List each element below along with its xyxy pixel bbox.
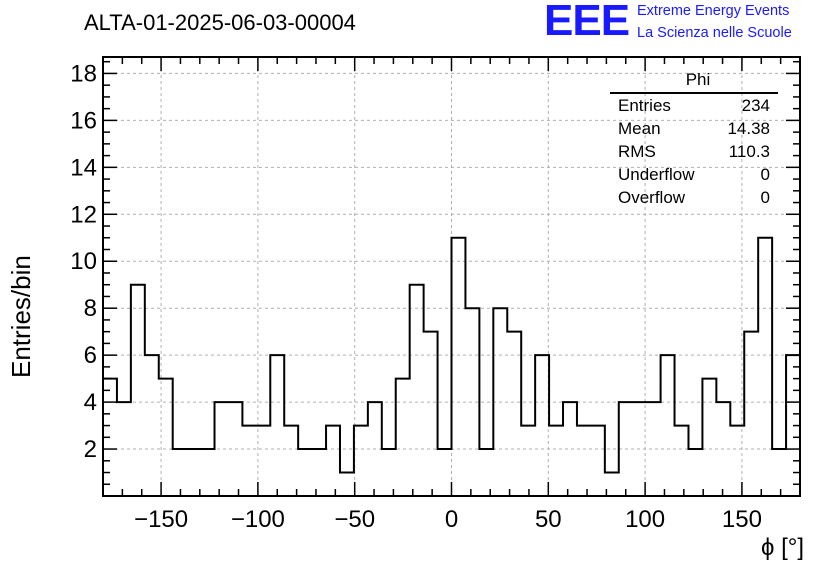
x-tick-label: 150 (722, 506, 762, 533)
stats-box: Phi Entries 234 Mean 14.38 RMS 110.3 Und… (610, 70, 778, 209)
y-tick-label: 8 (84, 295, 97, 322)
stats-value: 0 (760, 165, 770, 184)
stats-row: Entries 234 (610, 94, 778, 117)
y-tick-label: 14 (70, 154, 97, 181)
y-tick-label: 4 (84, 389, 97, 416)
y-tick-label: 2 (84, 436, 97, 463)
stats-label: Entries (618, 96, 671, 115)
stats-label: Mean (618, 119, 661, 138)
histogram-series (103, 236, 800, 474)
y-axis-label: Entries/bin (6, 255, 36, 378)
y-tick-label: 12 (70, 201, 97, 228)
x-tick-label: 0 (445, 506, 458, 533)
stats-value: 14.38 (727, 119, 770, 138)
y-tick-label: 16 (70, 107, 97, 134)
x-tick-label: −150 (134, 506, 188, 533)
stats-label: RMS (618, 142, 656, 161)
stats-title: Phi (610, 70, 778, 94)
logo-line-2: La Scienza nelle Scuole (637, 25, 792, 41)
histogram-outline (103, 236, 800, 474)
stats-row: Overflow 0 (610, 186, 778, 209)
stats-row: Underflow 0 (610, 163, 778, 186)
logo-line-1: Extreme Energy Events (637, 3, 790, 19)
stats-value: 0 (760, 188, 770, 207)
x-tick-label: 50 (535, 506, 562, 533)
x-tick-label: −50 (334, 506, 375, 533)
stats-label: Underflow (618, 165, 695, 184)
y-tick-label: 6 (84, 342, 97, 369)
stats-value: 110.3 (728, 142, 770, 161)
stats-row: Mean 14.38 (610, 117, 778, 140)
x-axis-label: ϕ [°] (760, 534, 804, 561)
stats-label: Overflow (618, 188, 686, 207)
stats-value: 234 (741, 96, 770, 115)
y-tick-label: 10 (70, 248, 97, 275)
stats-row: RMS 110.3 (610, 140, 778, 163)
x-tick-label: 100 (625, 506, 665, 533)
chart-title: ALTA-01-2025-06-03-00004 (84, 10, 356, 35)
x-tick-label: −100 (231, 506, 285, 533)
eee-logo: EEE (544, 0, 630, 45)
y-tick-label: 18 (70, 60, 97, 87)
axes: −150 −100 −50 0 50 100 150 2 4 6 8 10 12 14 16 18 (70, 56, 801, 533)
